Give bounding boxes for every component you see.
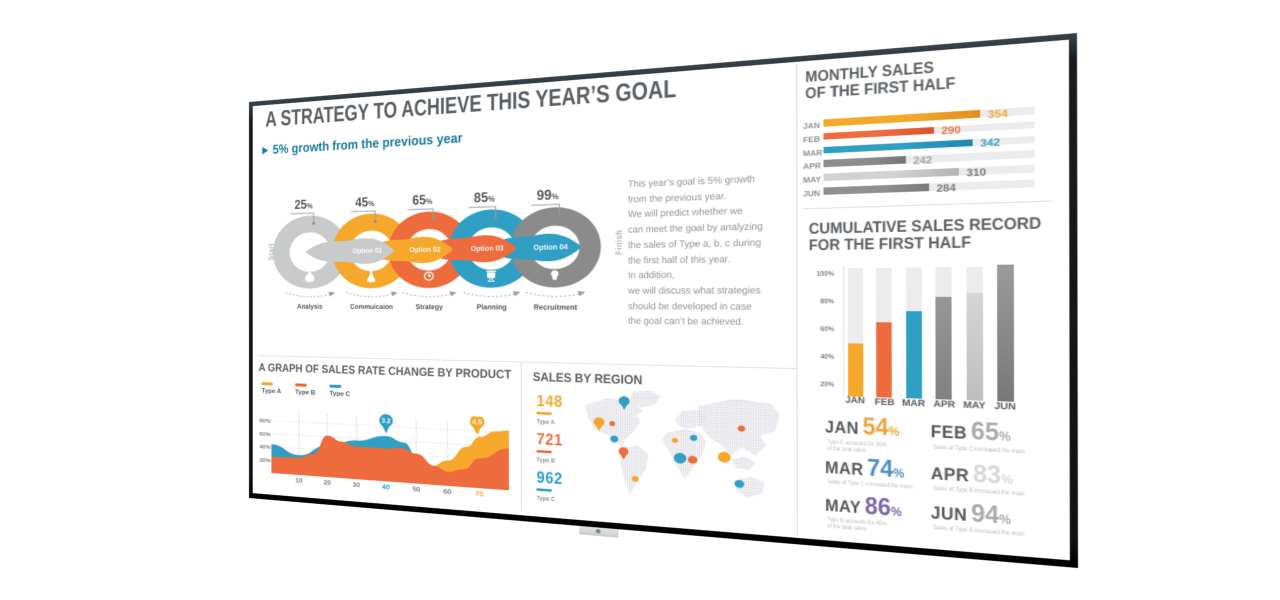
svg-text:4.5: 4.5 [472, 419, 482, 426]
svg-text:3.2: 3.2 [381, 418, 390, 425]
